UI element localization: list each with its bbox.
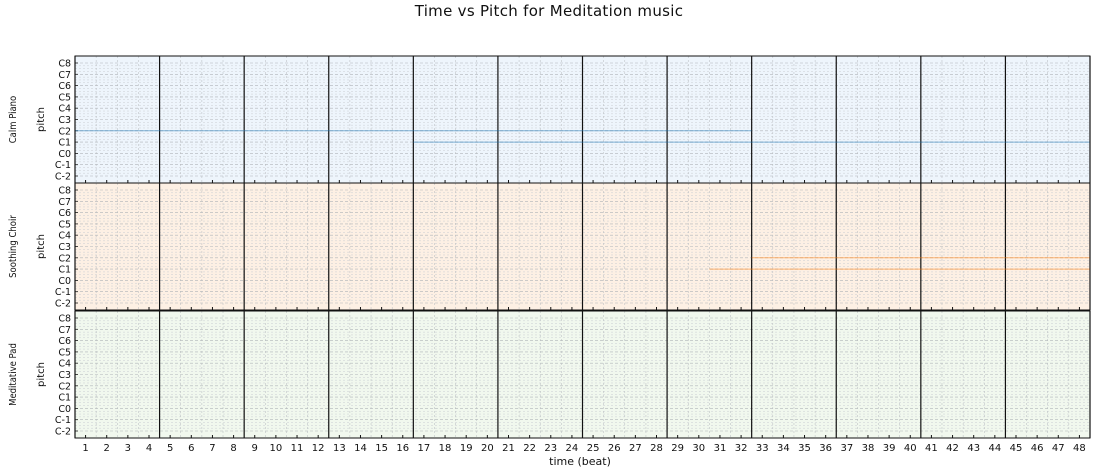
track-name: Soothing Choir (7, 215, 19, 278)
x-tick-label: 21 (502, 443, 515, 454)
y-tick-label: C-2 (55, 427, 71, 438)
track-name: Meditative Pad (7, 343, 19, 406)
x-tick-label: 24 (566, 443, 579, 454)
x-tick-label: 19 (460, 443, 473, 454)
y-tick-label: C8 (58, 186, 71, 197)
y-tick-label: C1 (58, 393, 71, 404)
y-tick-label: C1 (58, 138, 71, 149)
x-tick-label: 18 (439, 443, 452, 454)
y-tick-label: C7 (58, 197, 71, 208)
x-tick-label: 33 (756, 443, 769, 454)
y-tick-label: C5 (58, 219, 71, 230)
x-tick-label: 22 (523, 443, 536, 454)
y-tick-label: C3 (58, 115, 71, 126)
x-tick-label: 42 (946, 443, 959, 454)
y-tick-label: C8 (58, 59, 71, 70)
y-tick-label: C6 (58, 336, 71, 347)
track-name: Calm Piano (7, 95, 19, 143)
y-tick-label: C4 (58, 104, 71, 115)
y-tick-label: C4 (58, 359, 71, 370)
x-tick-label: 7 (209, 443, 215, 454)
x-tick-label: 10 (270, 443, 283, 454)
y-tick-label: C7 (58, 325, 71, 336)
panel-frame (74, 182, 1091, 311)
x-tick-label: 12 (312, 443, 325, 454)
y-tick-label: C8 (58, 314, 71, 325)
y-tick-label: C3 (58, 242, 71, 253)
x-tick-label: 38 (862, 443, 875, 454)
y-axis-label: pitch (36, 362, 47, 387)
y-tick-label: C5 (58, 347, 71, 358)
x-tick-label: 25 (587, 443, 600, 454)
y-tick-label: C4 (58, 231, 71, 242)
x-tick-label: 41 (925, 443, 938, 454)
x-tick-label: 26 (608, 443, 621, 454)
x-tick-label: 36 (819, 443, 832, 454)
x-tick-label: 17 (418, 443, 431, 454)
y-tick-label: C7 (58, 70, 71, 81)
x-tick-label: 16 (396, 443, 409, 454)
chart-title: Time vs Pitch for Meditation music (414, 2, 684, 20)
x-tick-label: 34 (777, 443, 790, 454)
y-tick-label: C6 (58, 81, 71, 92)
y-tick-label: C0 (58, 276, 71, 287)
y-tick-label: C2 (58, 381, 71, 392)
x-tick-label: 30 (692, 443, 705, 454)
y-tick-label: C-1 (55, 160, 71, 171)
x-tick-label: 11 (291, 443, 304, 454)
x-axis-label: time (beat) (549, 455, 611, 468)
x-tick-label: 37 (840, 443, 853, 454)
x-tick-label: 20 (481, 443, 494, 454)
y-tick-label: C-2 (55, 172, 71, 183)
y-axis-label: pitch (36, 107, 47, 132)
x-tick-label: 47 (1052, 443, 1065, 454)
y-tick-label: C-1 (55, 415, 71, 426)
x-tick-label: 32 (735, 443, 748, 454)
x-tick-label: 13 (333, 443, 346, 454)
x-axis: 1 2 3 4 5 6 7 8 9 10 11 12 13 14 15 16 17 18 19 20 21 22 23 24 2… (82, 443, 1085, 454)
y-tick-label: C2 (58, 253, 71, 264)
x-tick-label: 44 (988, 443, 1001, 454)
y-tick-label: C2 (58, 126, 71, 137)
x-tick-label: 2 (104, 443, 110, 454)
x-tick-label: 29 (671, 443, 684, 454)
x-tick-label: 14 (354, 443, 367, 454)
y-tick-label: C-1 (55, 287, 71, 298)
y-tick-label: C-2 (55, 299, 71, 310)
x-tick-label: 23 (544, 443, 557, 454)
x-tick-label: 8 (230, 443, 236, 454)
y-tick-label: C0 (58, 404, 71, 415)
y-tick-label: C1 (58, 265, 71, 276)
panel-frame (74, 310, 1091, 439)
x-tick-label: 4 (146, 443, 152, 454)
x-tick-label: 28 (650, 443, 663, 454)
x-tick-label: 9 (252, 443, 258, 454)
x-tick-label: 5 (167, 443, 173, 454)
x-tick-label: 1 (82, 443, 88, 454)
x-tick-label: 43 (967, 443, 980, 454)
x-tick-label: 48 (1073, 443, 1086, 454)
y-tick-label: C5 (58, 92, 71, 103)
y-tick-label: C0 (58, 149, 71, 160)
x-tick-label: 35 (798, 443, 811, 454)
x-tick-label: 46 (1031, 443, 1044, 454)
x-tick-label: 27 (629, 443, 642, 454)
x-tick-label: 45 (1010, 443, 1023, 454)
x-tick-label: 39 (883, 443, 896, 454)
x-tick-label: 40 (904, 443, 917, 454)
y-axis-label: pitch (36, 234, 47, 259)
x-tick-label: 6 (188, 443, 194, 454)
y-tick-label: C6 (58, 208, 71, 219)
y-tick-label: C3 (58, 370, 71, 381)
x-tick-label: 31 (714, 443, 727, 454)
x-tick-label: 3 (125, 443, 131, 454)
x-tick-label: 15 (375, 443, 388, 454)
